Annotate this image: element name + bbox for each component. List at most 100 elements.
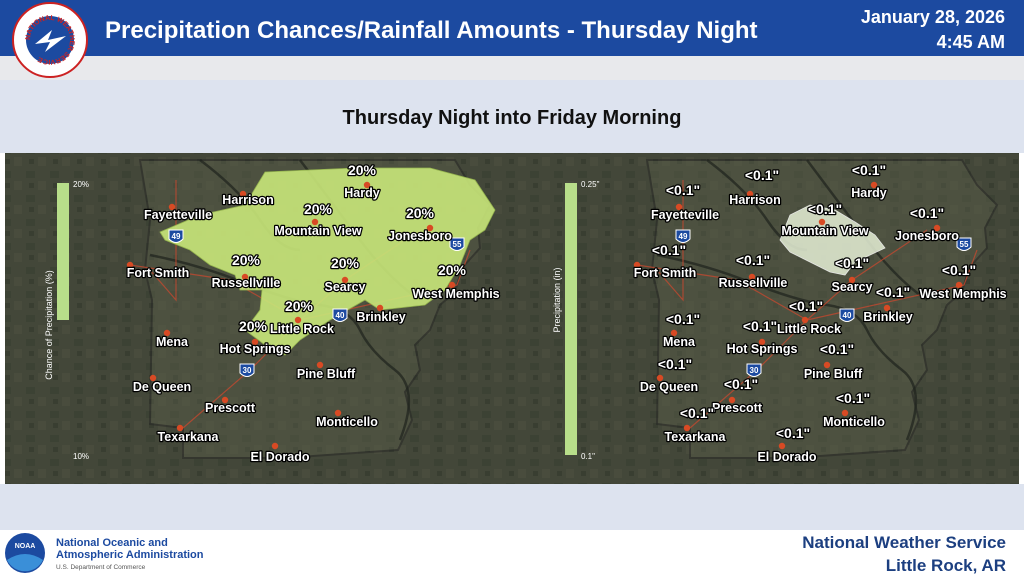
city-dot	[848, 276, 856, 284]
noaa-text: NOAA	[15, 543, 36, 550]
city-value: <0.1"	[820, 341, 854, 357]
noaa-logo: NOAA	[5, 533, 45, 573]
city-value: 20%	[406, 205, 435, 221]
city-name: Harrison	[222, 193, 273, 207]
noaa-wave	[7, 554, 43, 572]
city-name: Mena	[156, 335, 189, 349]
city-dot	[841, 409, 849, 417]
city-dot	[271, 442, 279, 450]
legend-max: 0.25"	[581, 180, 600, 189]
nws-logo: NATIONAL WEATHER SERVICE	[12, 2, 88, 78]
city-value: <0.1"	[743, 318, 777, 334]
city-dot	[748, 273, 756, 281]
map-shade	[512, 153, 1019, 484]
city-dot	[241, 273, 249, 281]
city-value: <0.1"	[836, 390, 870, 406]
legend-bar	[57, 183, 69, 320]
highway	[636, 264, 808, 321]
city-name: Hardy	[851, 186, 886, 200]
lower-band	[0, 484, 1024, 530]
city-name: Prescott	[712, 401, 763, 415]
city-name: Searcy	[831, 280, 872, 294]
interstate-shield	[675, 229, 691, 243]
city-dot	[670, 329, 678, 337]
city-name: Mountain View	[781, 224, 869, 238]
city-name: Jonesboro	[388, 229, 452, 243]
highway	[149, 180, 177, 302]
city-dot	[683, 424, 691, 432]
city-dot	[251, 338, 259, 346]
city-name: Russellville	[212, 276, 281, 290]
city-dot	[801, 316, 809, 324]
map: 0.25" 0.1" Precipitation (in) 49 55 40 30 Fayet…	[512, 153, 1019, 484]
city-name: West Memphis	[412, 287, 499, 301]
city-dot	[426, 224, 434, 232]
legend-title: Chance of Precipitation (%)	[44, 270, 54, 380]
city-dot	[728, 396, 736, 404]
city-dot	[221, 396, 229, 404]
city-value: <0.1"	[666, 182, 700, 198]
interstate-label: 30	[243, 366, 252, 375]
city-name: Monticello	[316, 415, 378, 429]
legend-bar	[565, 183, 577, 455]
city-value: <0.1"	[910, 205, 944, 221]
city-dot	[126, 261, 134, 269]
city-dot	[294, 316, 302, 324]
highway	[299, 249, 471, 321]
city-name: Texarkana	[665, 430, 727, 444]
legend-min: 10%	[73, 452, 89, 461]
city-dot	[870, 181, 878, 189]
city-value: 20%	[348, 162, 377, 178]
city-dot	[311, 218, 319, 226]
city-dot	[633, 261, 641, 269]
city-dot	[363, 181, 371, 189]
interstate-shield	[746, 363, 762, 377]
city-value: <0.1"	[724, 376, 758, 392]
city-value: 20%	[232, 252, 261, 268]
city-name: Russellville	[719, 276, 788, 290]
shaded-area	[779, 204, 886, 276]
city-name: El Dorado	[757, 450, 816, 464]
legend-max: 20%	[73, 180, 89, 189]
city-dot	[163, 329, 171, 337]
city-name: Fayetteville	[144, 208, 212, 222]
date: January 28, 2026	[861, 7, 1005, 27]
agency-line1: National Oceanic and	[56, 537, 168, 549]
city-dot	[883, 304, 891, 312]
city-name: Texarkana	[158, 430, 220, 444]
subtitle: Thursday Night into Friday Morning	[343, 107, 682, 129]
interstate-shield	[168, 229, 184, 243]
city-name: Brinkley	[356, 310, 405, 324]
city-dot	[778, 442, 786, 450]
city-dot	[334, 409, 342, 417]
department: U.S. Department of Commerce	[56, 564, 146, 571]
city-value: 20%	[304, 201, 333, 217]
city-name: Monticello	[823, 415, 885, 429]
city-value: 20%	[331, 255, 360, 271]
city-dot	[933, 224, 941, 232]
city-dot	[168, 203, 176, 211]
state-outline	[645, 159, 999, 459]
city-name: Harrison	[729, 193, 780, 207]
interstate-label: 49	[679, 232, 688, 241]
interstate-shield	[839, 308, 855, 322]
map-background	[512, 153, 1019, 484]
city-name: Hot Springs	[220, 342, 291, 356]
legend-min: 0.1"	[581, 452, 595, 461]
interstate-label: 55	[960, 240, 969, 249]
highway	[656, 180, 684, 302]
city-value: <0.1"	[680, 405, 714, 421]
city-dot	[341, 276, 349, 284]
city-dot	[239, 190, 247, 198]
city-name: Fort Smith	[634, 266, 697, 280]
title: Precipitation Chances/Rainfall Amounts -…	[105, 17, 758, 44]
city-dot	[818, 218, 826, 226]
city-name: Mena	[663, 335, 696, 349]
city-value: 20%	[239, 318, 268, 334]
legend-title: Precipitation (in)	[552, 267, 562, 332]
city-name: Searcy	[324, 280, 365, 294]
city-value: <0.1"	[776, 425, 810, 441]
city-value: <0.1"	[745, 167, 779, 183]
city-dot	[376, 304, 384, 312]
